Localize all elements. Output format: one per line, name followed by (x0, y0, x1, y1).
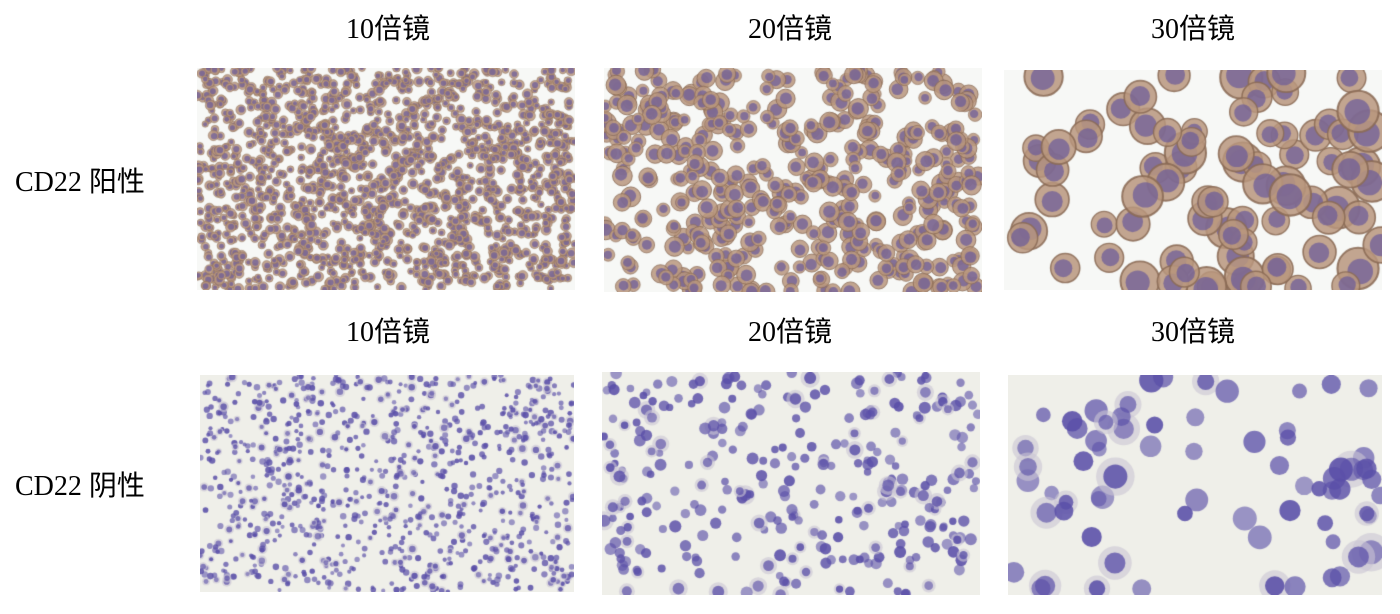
micrograph-positive-10x (197, 68, 575, 290)
column-title: 30倍镜 (1150, 317, 1235, 348)
micrograph-negative-30x (1008, 375, 1382, 595)
column-title: 20倍镜 (747, 14, 832, 45)
column-title: 10倍镜 (345, 14, 430, 45)
column-title: 30倍镜 (1150, 14, 1235, 45)
column-title: 10倍镜 (345, 317, 430, 348)
column-title: 20倍镜 (747, 317, 832, 348)
micrograph-negative-10x (200, 375, 574, 592)
micrograph-positive-30x (1004, 70, 1382, 290)
row-label-positive: CD22 阳性 (15, 167, 145, 198)
row-label-negative: CD22 阴性 (15, 471, 145, 502)
micrograph-negative-20x (602, 372, 980, 595)
micrograph-positive-20x (604, 68, 982, 292)
